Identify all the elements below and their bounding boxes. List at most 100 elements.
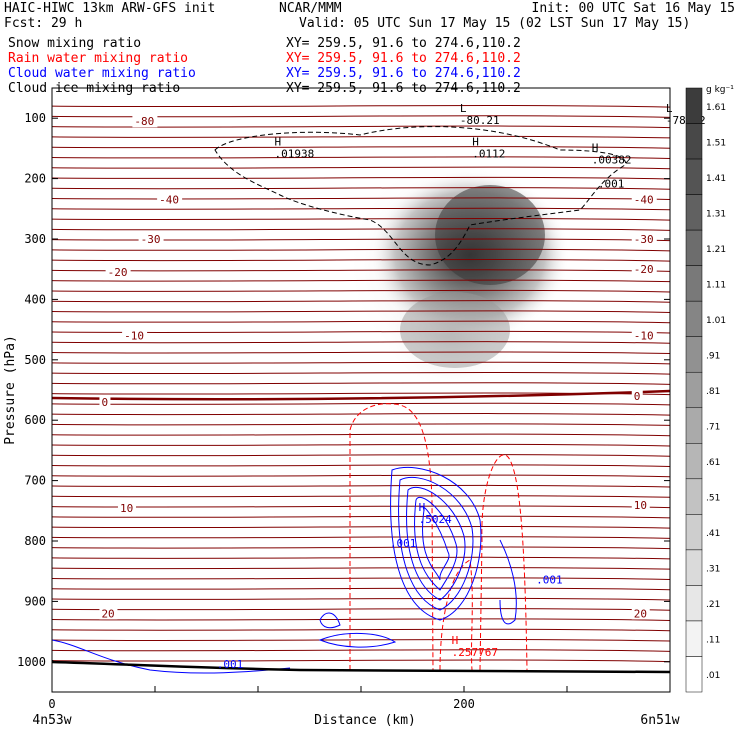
cloud-ice-low-marker: L: [666, 102, 673, 115]
y-tick-label: 900: [24, 594, 46, 608]
temperature-contour: [52, 443, 670, 447]
colorbar-tick-label: .21: [706, 600, 720, 610]
temperature-contour: [52, 526, 670, 529]
temperature-contour: [52, 659, 670, 663]
temperature-contour-label: 10: [634, 499, 647, 512]
cloud-water-contour: [406, 486, 466, 601]
temperature-contour: [52, 618, 670, 622]
cloud-ice-contour-label: .001: [598, 178, 625, 191]
temperature-contour-label-bg: [631, 193, 657, 206]
temperature-contour: [52, 146, 670, 149]
temperature-contour: [52, 320, 670, 324]
temperature-contour-label-bg: [99, 396, 111, 409]
colorbar-swatch: [685, 371, 703, 409]
temperature-contour: [52, 536, 670, 539]
y-tick-label: 500: [24, 353, 46, 367]
cloud-water-contour-label: .001: [217, 658, 244, 671]
cloud-ice-high-marker: H: [274, 135, 281, 148]
temperature-contour: [52, 135, 670, 139]
temperature-contour: [52, 495, 670, 498]
colorbar-swatch: [685, 300, 703, 337]
temperature-contour: [52, 464, 670, 467]
colorbar-tick-label: .61: [706, 458, 720, 468]
temperature-contour: [52, 238, 670, 242]
temperature-contour: [52, 156, 670, 159]
temperature-contour: [52, 413, 670, 416]
cloud-water-contour: [319, 612, 341, 629]
y-tick-label: 400: [24, 292, 46, 306]
cloud-water-contour: [52, 639, 291, 674]
colorbar-tick-label: .71: [706, 423, 720, 433]
field-name-0: Snow mixing ratio: [8, 36, 141, 51]
y-tick-label: 200: [24, 172, 46, 186]
temperature-contour-label: -10: [634, 330, 654, 343]
left-location-label: 4n53w: [32, 713, 71, 728]
temperature-contour-label: -40: [159, 194, 179, 207]
colorbar-swatch: [685, 549, 703, 586]
temperature-contour-label-bg: [631, 263, 657, 276]
y-axis-label: Pressure (hPa): [3, 335, 18, 445]
colorbar-tick-label: 1.61: [706, 103, 726, 113]
temperature-contour-label: -80: [134, 115, 154, 128]
colorbar-tick-label: .11: [706, 636, 720, 646]
colorbar-tick-label: .31: [706, 565, 720, 575]
y-tick-label: 600: [24, 413, 46, 427]
fcst-label: Fcst: 29 h: [4, 16, 82, 31]
temperature-contour-label: 20: [634, 607, 647, 620]
y-tick-label: 300: [24, 232, 46, 246]
temperature-contour: [52, 433, 670, 437]
temperature-contour: [52, 259, 670, 262]
temperature-contour: [52, 628, 670, 632]
temperature-contour-label: -40: [634, 194, 654, 207]
y-tick-label: 700: [24, 474, 46, 488]
colorbar-swatch: [685, 87, 703, 124]
rain-water-high-marker: H: [452, 634, 459, 647]
cloud-ice-low-marker: L: [460, 102, 467, 115]
y-tick-label: 800: [24, 534, 46, 548]
temperature-contour-label: -20: [108, 266, 128, 279]
cloud-ice-high-marker: H: [472, 135, 479, 148]
colorbar-swatch: [685, 443, 703, 480]
cloud-ice-extreme-value: .01938: [274, 147, 314, 160]
cloud-water-contour: [390, 466, 482, 621]
cloud-water-contour: [414, 497, 458, 591]
temperature-contour-label: 10: [120, 502, 133, 515]
temperature-contour: [52, 289, 670, 293]
temperature-contour: [52, 105, 670, 108]
ground-surface-line: [52, 660, 670, 674]
temperature-contour: [52, 423, 670, 426]
temperature-contour-label: -20: [634, 263, 654, 276]
temperature-contour: [52, 649, 670, 652]
right-location-label: 6n51w: [640, 713, 679, 728]
temperature-contour: [52, 454, 670, 457]
x-tick-label: 0: [48, 697, 55, 711]
field-name-2: Cloud water mixing ratio: [8, 66, 196, 81]
temperature-contour: [52, 638, 670, 642]
zero-degree-contour: [52, 389, 670, 401]
temperature-contour-label-bg: [105, 266, 131, 279]
cloud-ice-contour: [214, 126, 626, 266]
colorbar-swatch: [685, 514, 703, 551]
colorbar-tick-label: 1.31: [706, 209, 726, 219]
temperature-contour: [52, 351, 670, 355]
colorbar-swatch: [685, 194, 703, 231]
temperature-contour-label-bg: [132, 115, 158, 128]
rain-water-contour: [439, 559, 473, 671]
colorbar-unit: g kg⁻¹: [706, 85, 734, 95]
temperature-contour: [52, 515, 670, 519]
cloud-water-high-marker: H: [419, 501, 426, 514]
temperature-contour: [52, 484, 670, 488]
temperature-contour: [52, 207, 670, 211]
temperature-contour-label: -30: [141, 233, 161, 246]
x-tick-label: 200: [453, 697, 475, 711]
cloud-ice-extreme-value: .0112: [472, 147, 505, 160]
colorbar: 1.61 1.51 1.41 1.31 1.21 1.11 1.01 .91 .81 .71 .61…: [685, 87, 726, 693]
colorbar-swatch: [685, 336, 703, 373]
temperature-contour: [52, 341, 670, 344]
temperature-contour: [52, 269, 670, 272]
colorbar-tick-label: 1.51: [706, 138, 726, 148]
temperature-contour-label: -30: [634, 233, 654, 246]
temperature-contour-label-bg: [138, 233, 164, 245]
valid-label: Valid: 05 UTC Sun 17 May 15 (02 LST Sun …: [299, 16, 690, 31]
